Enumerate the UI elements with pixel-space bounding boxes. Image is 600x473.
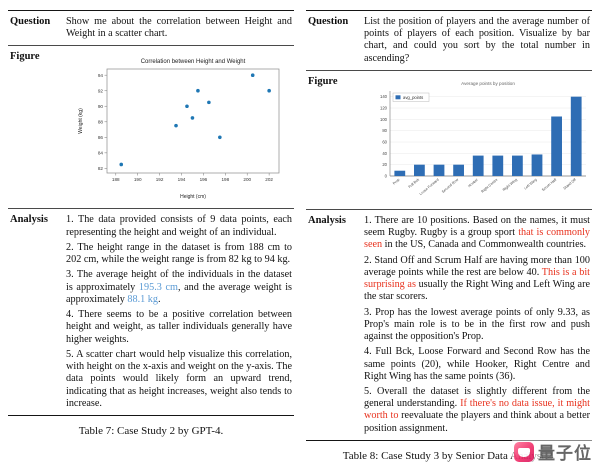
- svg-text:140: 140: [380, 94, 388, 99]
- text-segment: If there's no data issue, it might worth…: [364, 398, 590, 422]
- text-segment: 5. A scatter chart would help visualize …: [66, 348, 292, 409]
- svg-text:202: 202: [265, 177, 273, 182]
- svg-text:192: 192: [156, 177, 164, 182]
- svg-text:Left Wing: Left Wing: [523, 178, 537, 191]
- text-segment: that is commonly seen: [364, 227, 590, 251]
- text-segment: 4. Full Bck, Loose Forward and Second Ro…: [364, 346, 590, 382]
- svg-text:Second Row: Second Row: [441, 177, 459, 193]
- svg-text:20: 20: [382, 162, 387, 167]
- svg-text:Loose Forward: Loose Forward: [419, 178, 440, 196]
- figure-row: Figure 0 20 40 60 80 100 120 140 Average points …: [306, 71, 592, 210]
- svg-text:Right Wing: Right Wing: [502, 178, 518, 192]
- svg-text:Correlation between Height and: Correlation between Height and Weight: [141, 59, 246, 65]
- analysis-row: Analysis 1. The data provided consists o…: [8, 209, 294, 415]
- analysis-item: 2. Stand Off and Scrum Half are having m…: [364, 255, 590, 304]
- svg-text:82: 82: [98, 166, 104, 171]
- svg-text:Prop: Prop: [392, 178, 400, 186]
- figure-label: Figure: [10, 51, 40, 63]
- case-table-7: Question Show me about the correlation b…: [8, 10, 294, 416]
- analysis-row: Analysis 1. There are 10 positions. Base…: [306, 210, 592, 440]
- svg-text:188: 188: [112, 177, 120, 182]
- analysis-item: 2. The height range in the dataset is fr…: [66, 242, 292, 266]
- text-segment: 88.1 kg: [127, 293, 158, 305]
- text-segment: in the US, Canada and Commonwealth count…: [382, 239, 587, 251]
- question-text: List the position of players and the ave…: [364, 16, 590, 64]
- svg-text:Scrum Half: Scrum Half: [541, 178, 557, 192]
- svg-text:40: 40: [382, 151, 387, 156]
- analysis-item: 1. The data provided consists of 9 data …: [66, 214, 292, 238]
- svg-text:92: 92: [98, 89, 104, 94]
- text-segment: 3. Prop has the lowest average points of…: [364, 306, 590, 343]
- figure-row: Figure Correlation between Height and We…: [8, 46, 294, 210]
- text-segment: This is a bit surprising as: [364, 266, 590, 291]
- svg-text:94: 94: [98, 73, 104, 78]
- analysis-item: 3. Prop has the lowest average points of…: [364, 307, 590, 344]
- text-segment: 195.3 cm: [138, 281, 178, 293]
- analysis-text: 1. The data provided consists of 9 data …: [66, 214, 292, 410]
- svg-text:120: 120: [380, 105, 388, 110]
- svg-text:80: 80: [382, 128, 387, 133]
- svg-text:Full Bck: Full Bck: [408, 178, 421, 189]
- analysis-text: 1. There are 10 positions. Based on the …: [364, 215, 590, 435]
- svg-text:Hooker: Hooker: [467, 177, 479, 188]
- qbitai-logo-icon: [514, 441, 534, 462]
- figure-label: Figure: [308, 75, 338, 87]
- scatter-chart: Correlation between Height and Weight 188…: [73, 53, 285, 201]
- text-segment: 1. The data provided consists of 9 data …: [66, 214, 292, 238]
- svg-text:200: 200: [243, 177, 251, 182]
- text-segment: 2. Stand Off and Scrum Half are having m…: [364, 254, 590, 278]
- question-row: Question Show me about the correlation b…: [8, 11, 294, 47]
- table-8-caption: Table 8: Case Study 3 by Senior Data Ana…: [342, 449, 556, 462]
- analysis-item: 3. The average height of the individuals…: [66, 269, 292, 306]
- bar-figure: 0 20 40 60 80 100 120 140 Average points by posi…: [364, 76, 592, 204]
- svg-text:86: 86: [98, 135, 104, 140]
- analysis-item: 4. There seems to be a positive correlat…: [66, 309, 292, 346]
- question-row: Question List the position of players an…: [306, 11, 592, 71]
- bar-chart: 0 20 40 60 80 100 120 140 Average points by posi…: [364, 78, 592, 202]
- right-column: Question List the position of players an…: [306, 10, 592, 462]
- svg-text:198: 198: [221, 177, 229, 182]
- text-segment: usually the Right Wing and Left Wing are…: [364, 279, 590, 303]
- svg-text:avg_points: avg_points: [403, 95, 423, 100]
- analysis-label: Analysis: [308, 214, 346, 226]
- question-label: Question: [10, 16, 51, 27]
- svg-text:84: 84: [98, 151, 104, 156]
- left-column: Question Show me about the correlation b…: [8, 10, 294, 437]
- text-segment: 1. There are 10 positions. Based on the …: [364, 214, 590, 239]
- svg-text:88: 88: [98, 120, 104, 125]
- svg-text:194: 194: [178, 177, 186, 182]
- svg-text:Weight (kg): Weight (kg): [78, 108, 84, 134]
- text-segment: 5. Overall the dataset is slightly diffe…: [364, 385, 590, 410]
- text-segment: , and the average weight is approximatel…: [66, 281, 293, 305]
- question-label: Question: [308, 16, 349, 27]
- svg-text:90: 90: [98, 104, 104, 109]
- case-table-8: Question List the position of players an…: [306, 10, 592, 441]
- text-segment: .: [157, 293, 161, 305]
- svg-text:0: 0: [385, 173, 388, 178]
- analysis-label: Analysis: [10, 214, 48, 226]
- text-segment: reevaluate the players and think about a…: [364, 410, 590, 434]
- analysis-item: 1. There are 10 positions. Based on the …: [364, 215, 590, 252]
- watermark-text: 量子位: [538, 444, 592, 463]
- analysis-item: 5. A scatter chart would help visualize …: [66, 349, 292, 410]
- svg-text:60: 60: [382, 139, 387, 144]
- svg-text:190: 190: [134, 177, 142, 182]
- svg-text:100: 100: [380, 117, 388, 122]
- text-segment: 3. The average height of the individuals…: [66, 269, 292, 293]
- question-text: Show me about the correlation between He…: [66, 16, 292, 40]
- svg-text:Right Centre: Right Centre: [480, 178, 498, 194]
- svg-text:Height (cm): Height (cm): [180, 194, 206, 200]
- text-segment: 4. There seems to be a positive correlat…: [66, 309, 292, 345]
- analysis-item: 5. Overall the dataset is slightly diffe…: [364, 386, 590, 435]
- analysis-item: 4. Full Bck, Loose Forward and Second Ro…: [364, 346, 590, 383]
- svg-text:196: 196: [200, 177, 208, 182]
- svg-text:Stand Off: Stand Off: [563, 178, 577, 191]
- watermark-qbitai: 量子位: [512, 438, 594, 465]
- scatter-figure: Correlation between Height and Weight 188…: [66, 51, 292, 203]
- svg-text:Average points by position: Average points by position: [461, 81, 515, 86]
- text-segment: 2. The height range in the dataset is fr…: [66, 241, 292, 266]
- table-7-caption: Table 7: Case Study 2 by GPT-4.: [78, 424, 224, 437]
